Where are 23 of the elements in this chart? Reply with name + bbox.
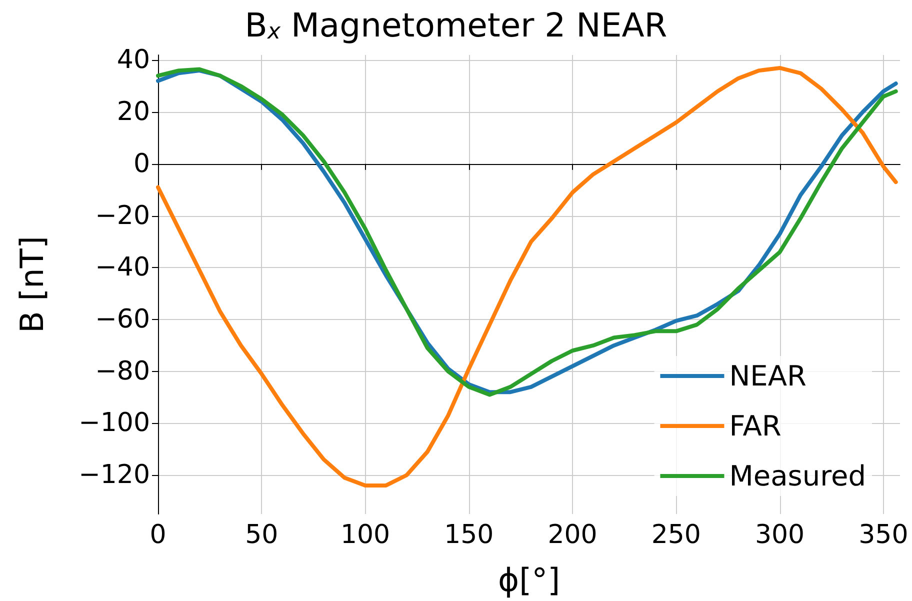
x-tick-label: 150 (444, 520, 494, 550)
y-tick-label: 40 (116, 45, 150, 76)
y-axis-title: B [nT] (13, 236, 51, 333)
legend-label: Measured (729, 460, 866, 492)
y-tick-label: −120 (78, 460, 150, 490)
x-tick-label: 300 (754, 520, 805, 550)
y-tick-label: −40 (95, 252, 150, 283)
y-tick-label: −20 (95, 200, 150, 231)
chart-title: Bx Magnetometer 2 NEAR (244, 6, 668, 44)
x-tick-label: 200 (548, 520, 598, 550)
x-tick-label: 250 (651, 520, 701, 550)
x-axis-title: ϕ[°] (498, 561, 560, 599)
x-tick-label: 350 (858, 520, 908, 550)
x-tick-label: 100 (340, 520, 390, 550)
y-tick-label: 20 (116, 97, 150, 128)
y-tick-label: −80 (95, 356, 150, 386)
y-tick-label: −60 (95, 304, 150, 335)
y-tick-label: 0 (133, 148, 150, 179)
line-series (156, 66, 898, 488)
y-tick-label: −100 (78, 408, 150, 438)
legend-label: NEAR (729, 360, 806, 392)
legend-label: FAR (729, 410, 782, 442)
x-tick-label: 50 (245, 520, 278, 550)
